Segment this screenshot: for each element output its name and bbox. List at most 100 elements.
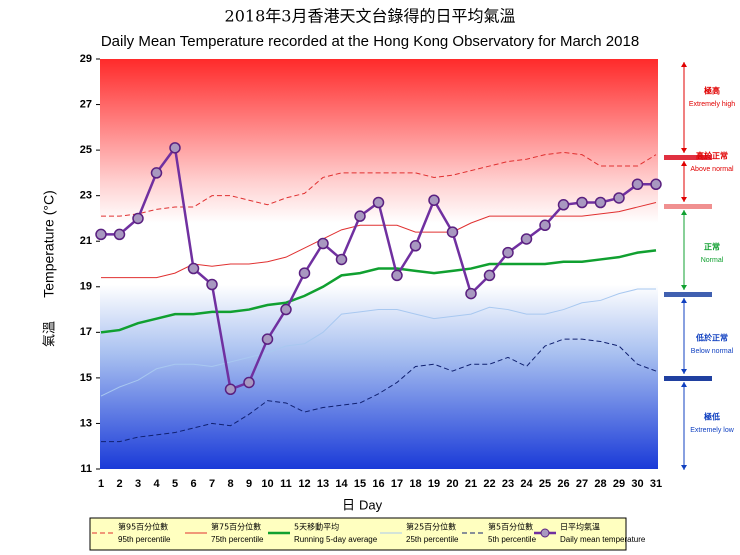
point [483,269,496,282]
x-tick-label: 5 [172,478,178,490]
legend-label-zh: 第25百分位數 [406,522,456,532]
point [169,142,181,154]
point [557,199,570,211]
x-tick-label: 7 [209,478,215,490]
annotation-zh: 極低 [703,412,720,422]
point [113,228,126,241]
point [576,196,588,209]
x-tick-label: 22 [483,478,495,490]
y-tick-label: 23 [80,190,92,202]
annotation-en: Extremely low [690,427,735,434]
point [261,333,274,345]
x-tick-label: 21 [465,478,477,490]
threshold-bar [664,204,712,209]
annotation-en: Below normal [691,348,734,355]
x-tick-label: 24 [520,478,533,490]
legend-label: 95th percentile [118,535,171,544]
arrow-head [681,210,687,215]
legend-label-zh: 第75百分位數 [211,522,261,532]
legend-label-zh: 第5百分位數 [488,522,533,532]
x-tick-label: 31 [650,478,662,490]
y-label-zh: 氣溫 [43,321,58,347]
point [132,212,144,225]
series-line [101,338,657,443]
legend-label-zh: 日平均氣溫 [560,522,600,532]
legend-label-zh: 5天移動平均 [294,522,339,532]
arrow-head [681,148,687,153]
x-tick-label: 13 [317,478,329,490]
x-tick-label: 29 [613,478,625,490]
x-tick-label: 1 [98,478,104,490]
x-tick-label: 14 [335,478,348,490]
threshold-bar [664,376,712,381]
point [409,240,422,252]
point [465,287,477,300]
y-tick-label: 11 [80,463,92,475]
arrow-head [681,62,687,67]
y-tick-label: 15 [80,372,92,384]
legend-label: 5th percentile [488,535,537,544]
arrow-head [681,298,687,303]
point [95,228,107,241]
x-label: Day [359,497,383,512]
x-tick-label: 3 [135,478,141,490]
annotation-zh: 低於正常 [695,333,728,343]
x-tick-label: 15 [354,478,366,490]
point [335,253,348,266]
y-tick-label: 27 [80,98,92,110]
x-tick-label: 16 [372,478,384,490]
legend-label: 75th percentile [211,535,264,544]
arrow-head [681,369,687,374]
legend-label: 25th percentile [406,535,459,544]
legend-marker [540,528,550,538]
legend-label: Running 5-day average [294,535,378,544]
x-tick-label: 11 [280,478,292,490]
point [520,233,533,245]
x-tick-label: 17 [391,478,403,490]
point [317,237,329,250]
point [224,383,237,396]
x-tick-label: 27 [576,478,588,490]
x-tick-label: 20 [446,478,458,490]
series-line [100,288,656,397]
annotation-zh: 正常 [704,242,720,252]
point [502,246,514,259]
point [206,278,218,291]
point [298,267,311,279]
y-tick-label: 25 [80,144,92,156]
point [613,192,625,204]
point [428,194,440,206]
series-line [101,151,657,217]
x-tick-label: 8 [227,478,233,490]
annotation-en: Normal [701,257,724,264]
y-tick-label: 13 [80,417,92,429]
chart-subtitle: Daily Mean Temperature recorded at the H… [101,33,639,50]
y-tick-label: 21 [80,235,92,247]
annotation-zh: 極高 [703,86,720,96]
y-label: Temperature (°C) [41,190,57,298]
x-tick-label: 23 [502,478,514,490]
legend-label-zh: 第95百分位數 [118,522,168,532]
legend-label: Daily mean temperature [560,535,646,544]
y-label-group: 氣溫 Temperature (°C) [41,190,58,347]
x-tick-label: 6 [190,478,196,490]
series-line [100,249,657,334]
x-label-zh: 日 [342,499,355,514]
point [280,303,292,316]
arrow-head [681,285,687,290]
x-tick-label: 2 [116,478,122,490]
point [354,210,366,222]
point [372,196,385,209]
point [594,196,607,209]
arrow-head [681,382,687,387]
y-tick-label: 17 [80,326,92,338]
point [446,226,459,238]
y-tick-label: 19 [80,281,92,293]
x-tick-label: 26 [557,478,569,490]
point [631,178,644,191]
x-tick-label: 4 [153,478,160,490]
threshold-bar [664,155,712,160]
x-tick-label: 9 [246,478,252,490]
